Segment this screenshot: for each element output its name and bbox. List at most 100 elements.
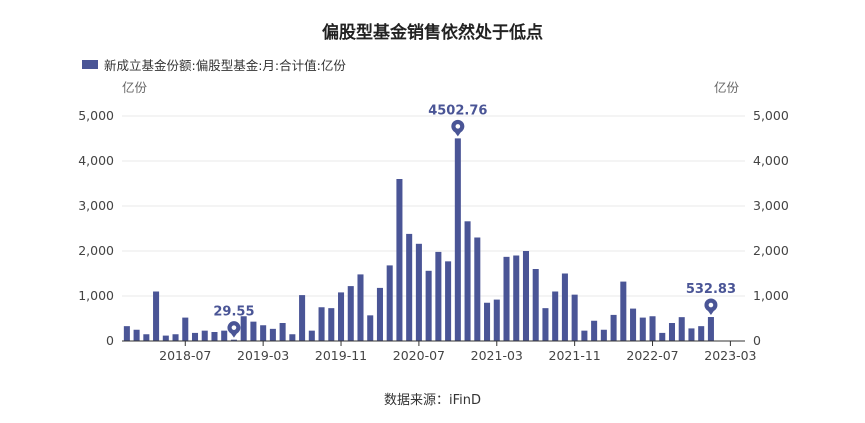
x-tick-label: 2019-11	[315, 348, 367, 363]
bar	[182, 317, 189, 341]
x-tick-label: 2019-03	[237, 348, 289, 363]
bar	[532, 269, 539, 341]
bar	[698, 326, 705, 341]
bar	[542, 308, 549, 341]
bar	[474, 237, 481, 341]
bar	[376, 287, 383, 341]
bar	[269, 328, 276, 341]
bar	[493, 299, 500, 341]
bar	[415, 243, 422, 341]
bar	[649, 316, 656, 341]
legend-label: 新成立基金份额:偏股型基金:月:合计值:亿份	[104, 58, 346, 73]
x-tick-label: 2022-07	[626, 348, 678, 363]
bar	[308, 330, 315, 341]
y-tick-label-right: 2,000	[753, 243, 789, 258]
bar	[279, 323, 286, 341]
annotation-label: 29.55	[213, 305, 254, 320]
y-axis-unit-right: 亿份	[714, 80, 740, 95]
bar	[707, 317, 714, 341]
bars	[123, 138, 714, 341]
bar	[610, 314, 617, 341]
bar	[230, 339, 237, 341]
bar	[143, 334, 150, 341]
x-tick-label: 2020-07	[393, 348, 445, 363]
bar	[289, 334, 296, 341]
bar	[367, 315, 374, 341]
marker-pin-dot	[455, 124, 461, 129]
bar	[260, 325, 267, 341]
bar	[299, 295, 306, 341]
bar	[386, 265, 393, 341]
y-tick-label-right: 5,000	[753, 108, 789, 123]
bar	[153, 291, 160, 341]
bar	[162, 335, 169, 341]
x-tick-label: 2023-03	[704, 348, 756, 363]
bar	[581, 330, 588, 341]
y-tick-label-left: 3,000	[78, 198, 114, 213]
bar	[620, 281, 627, 341]
bar	[503, 256, 510, 341]
bar	[318, 307, 325, 341]
y-tick-label-left: 4,000	[78, 153, 114, 168]
bar	[221, 330, 228, 341]
x-tick-label: 2018-07	[159, 348, 211, 363]
bar	[630, 308, 637, 341]
legend-swatch	[82, 60, 98, 69]
annotation-label: 4502.76	[428, 103, 487, 118]
bar	[406, 233, 413, 341]
y-tick-label-right: 0	[753, 333, 761, 348]
legend[interactable]: 新成立基金份额:偏股型基金:月:合计值:亿份	[82, 55, 346, 74]
y-tick-label-right: 1,000	[753, 288, 789, 303]
bar	[250, 321, 257, 341]
bar	[464, 221, 471, 341]
bar	[678, 317, 685, 341]
y-axis-unit-left: 亿份	[122, 80, 148, 95]
bar	[123, 326, 130, 341]
x-tick-label: 2021-03	[471, 348, 523, 363]
bar	[201, 330, 208, 341]
grid	[122, 115, 745, 297]
y-tick-label-right: 3,000	[753, 198, 789, 213]
source-note: 数据来源：iFinD	[383, 393, 481, 408]
annotation-label: 532.83	[686, 282, 736, 297]
bar	[133, 329, 140, 341]
bar	[357, 274, 364, 341]
x-tick-label: 2021-11	[549, 348, 601, 363]
y-tick-label-left: 2,000	[78, 243, 114, 258]
bar	[445, 261, 452, 341]
bar	[513, 255, 520, 341]
y-tick-label-left: 1,000	[78, 288, 114, 303]
bar	[639, 317, 646, 341]
marker-pin-dot	[708, 302, 714, 308]
bar	[659, 332, 666, 341]
bar	[211, 332, 218, 341]
x-axis: 2018-07 2019-03 2019-11 2020-07 2021-03 2021-…	[122, 340, 757, 363]
bar	[522, 251, 529, 341]
bar	[396, 179, 403, 341]
marker-pin-dot	[231, 325, 237, 330]
y-tick-label-left: 5,000	[78, 108, 114, 123]
bar	[240, 316, 247, 341]
bar	[191, 332, 199, 341]
bar	[688, 328, 695, 341]
y-axis-right: 0 1,000 2,000 3,000 4,000 5,000	[753, 108, 789, 348]
bar	[561, 273, 568, 341]
bar	[484, 302, 491, 341]
chart-title: 偏股型基金销售依然处于低点	[322, 23, 543, 43]
bar	[328, 308, 335, 341]
bar	[435, 251, 442, 341]
y-tick-label-right: 4,000	[753, 153, 789, 168]
annotations: 29.55 4502.76 532.83	[213, 103, 736, 338]
bar	[454, 138, 461, 341]
y-tick-label-left: 0	[106, 333, 114, 348]
bar	[600, 329, 607, 341]
bar	[591, 320, 598, 341]
bar	[668, 323, 676, 341]
bar	[552, 291, 559, 341]
bar	[347, 286, 354, 341]
y-axis-left: 0 1,000 2,000 3,000 4,000 5,000	[78, 108, 114, 348]
bar	[338, 292, 345, 341]
bar	[571, 294, 578, 341]
bar	[425, 270, 432, 341]
